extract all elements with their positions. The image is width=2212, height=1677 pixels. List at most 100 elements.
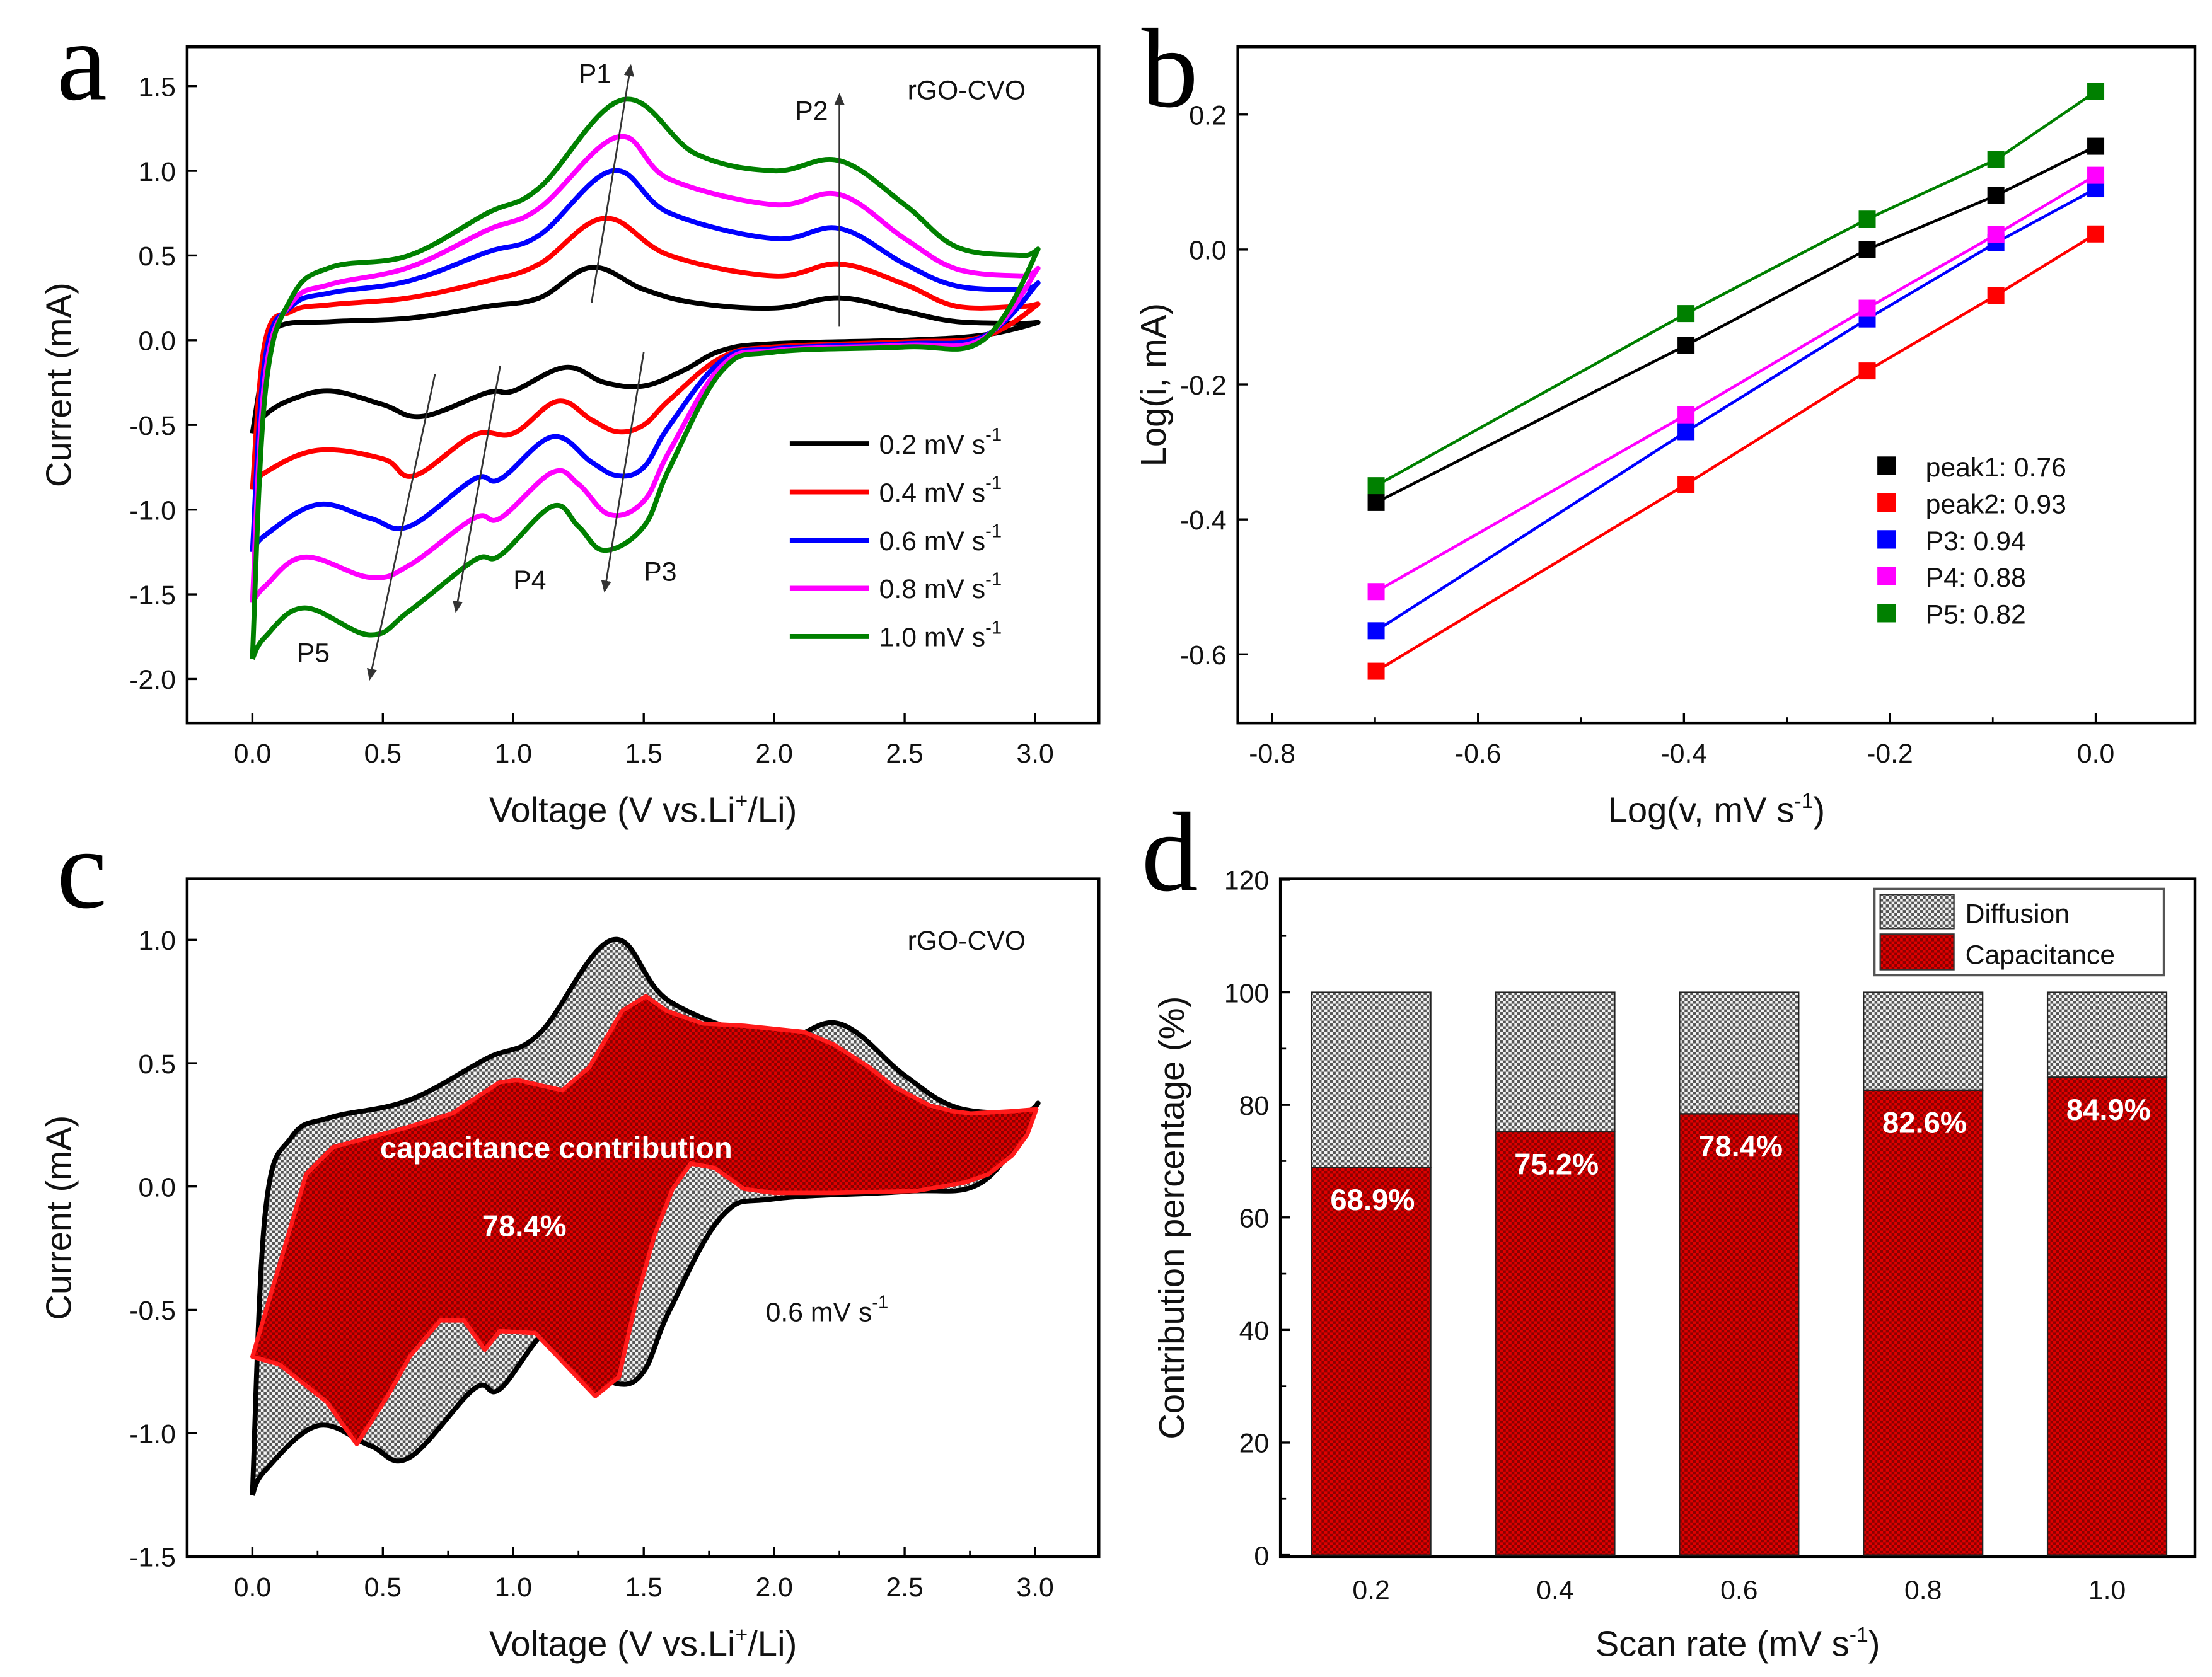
legend-superscript: -1: [985, 425, 1002, 446]
data-point: [1367, 622, 1385, 640]
bar-diffusion: [1863, 991, 1984, 1092]
legend-label-capacitance: Capacitance: [1966, 940, 2115, 971]
x-axis-title-superscript: -1: [1794, 789, 1813, 813]
y-tick-label: 120: [1224, 866, 1269, 896]
legend-entry: 0.6 mV s-1: [879, 522, 1002, 556]
data-point: [1677, 423, 1695, 441]
y-tick-label: 80: [1239, 1091, 1270, 1121]
x-tick-label: 0.5: [364, 1572, 402, 1603]
y-axis-title-text: Current (mA): [38, 282, 78, 487]
x-tick-label: 2.0: [755, 739, 792, 769]
sample-annotation: rGO-CVO: [908, 75, 1026, 105]
y-tick-label: 0.0: [1189, 236, 1226, 266]
data-point: [2087, 166, 2105, 184]
scan-rate-text: 0.6 mV s: [766, 1297, 872, 1327]
data-point: [1367, 477, 1385, 495]
data-point: [1367, 493, 1385, 511]
x-tick-label: 2.0: [755, 1572, 792, 1603]
y-tick-label: 1.5: [139, 72, 176, 102]
peak-label: P3: [644, 557, 676, 587]
legend-swatch-capacitance: [1879, 933, 1955, 971]
cv-curve-1: [250, 216, 1041, 491]
bar-capacitance: [1495, 1131, 1616, 1556]
x-tick-label: 1.0: [495, 1572, 532, 1603]
peak-label: P2: [795, 96, 828, 126]
y-tick-label: 20: [1239, 1429, 1270, 1459]
y-tick-label: 0.0: [139, 1172, 176, 1202]
x-axis-title: Voltage (V vs.Li+/Li): [489, 789, 797, 829]
x-tick-label: 1.5: [625, 739, 663, 769]
peak-label: P4: [513, 565, 546, 596]
legend-entry: 0.4 mV s-1: [879, 473, 1002, 508]
x-axis-title-superscript: +: [735, 1623, 748, 1647]
x-tick-label: -0.8: [1249, 739, 1295, 769]
data-point: [1858, 299, 1876, 317]
plot-frame: [1236, 45, 2197, 725]
x-tick-label: 1.5: [625, 1572, 663, 1603]
y-tick-label: 0.5: [139, 241, 176, 272]
data-point: [1858, 241, 1876, 258]
y-axis-title-text: Log(i, mA): [1133, 303, 1173, 466]
data-point: [1858, 210, 1876, 228]
x-axis-title-tail: ): [1813, 790, 1825, 830]
panel-a-cv-curves: 1.5 1.0 0.5 0.0 -0.5 -1.0 -1.5 -2.0 0.0 0.5 1.0 1.5…: [38, 0, 1101, 830]
y-axis-title-text: Contribution percentage (%): [1152, 996, 1191, 1439]
bar-data-label: 82.6%: [1882, 1106, 1967, 1139]
legend-label: 0.6 mV s: [879, 526, 986, 556]
bar-capacitance: [2046, 1076, 2168, 1556]
y-tick-label: -1.0: [129, 1419, 176, 1449]
x-tick-label: 2.5: [886, 739, 923, 769]
bar-diffusion: [1679, 991, 1800, 1115]
panel-c-capacitive-contribution: 1.0 0.5 0.0 -0.5 -1.0 -1.5 0.0 0.5 1.0 1.5 2.0 2.5 3…: [38, 807, 1101, 1663]
y-tick-label: 0.5: [139, 1049, 176, 1080]
legend-label: P5: 0.82: [1926, 600, 2026, 630]
bar-data-label: 75.2%: [1514, 1148, 1599, 1181]
x-tick-label: 0.0: [234, 1572, 271, 1603]
legend-label: P4: 0.88: [1926, 563, 2026, 593]
panel-label: d: [1142, 790, 1198, 915]
x-tick-label: -0.4: [1661, 739, 1708, 769]
peak-arrow: [453, 365, 501, 613]
legend-label: 0.4 mV s: [879, 478, 986, 508]
x-tick-label: 3.0: [1016, 1572, 1053, 1603]
x-tick-label: -0.2: [1867, 739, 1913, 769]
panel-b-log-fit: 0.2 0.0 -0.2 -0.4 -0.6 -0.8 -0.6 -0.4 -0.2 0.0 b Lo…: [1133, 6, 2197, 830]
sample-annotation: rGO-CVO: [908, 926, 1026, 956]
x-tick-label: 0.0: [2077, 739, 2114, 769]
peak-arrow: [601, 352, 645, 593]
legend-entry: 1.0 mV s-1: [879, 618, 1002, 652]
y-tick-label: 1.0: [139, 157, 176, 187]
legend-swatch: [1877, 567, 1896, 585]
legend-label-diffusion: Diffusion: [1966, 899, 2070, 929]
data-point: [1367, 662, 1385, 680]
legend-superscript: -1: [985, 570, 1002, 590]
peak-label: P1: [579, 59, 611, 89]
bar-diffusion: [1495, 991, 1616, 1133]
y-tick-label: 0.2: [1189, 100, 1226, 130]
y-tick-label: -0.2: [1180, 371, 1227, 401]
y-tick-label: 1.0: [139, 926, 176, 956]
legend-superscript: -1: [985, 522, 1002, 542]
peak-label: P5: [297, 638, 330, 669]
y-tick-label: -1.5: [129, 580, 176, 611]
data-point: [1677, 406, 1695, 424]
y-axis-title: Current (mA): [38, 1115, 78, 1320]
x-tick-label: -0.6: [1455, 739, 1502, 769]
legend-superscript: -1: [985, 473, 1002, 493]
legend-entry: 0.2 mV s-1: [879, 425, 1002, 460]
cv-curve-0: [250, 265, 1041, 435]
data-point: [1987, 187, 2005, 204]
bar-data-label: 84.9%: [2066, 1093, 2151, 1127]
legend-label: P3: 0.94: [1926, 526, 2026, 556]
capacitive-region: [250, 994, 1039, 1446]
cv-curve-2: [250, 168, 1041, 554]
data-point: [1367, 583, 1385, 601]
legend-swatch-diffusion: [1879, 894, 1955, 930]
x-axis-title-tail: /Li): [748, 790, 797, 830]
legend-superscript: -1: [985, 618, 1002, 638]
data-point: [1987, 151, 2005, 168]
x-tick-label: 1.0: [2088, 1575, 2126, 1605]
y-tick-label: -1.0: [129, 495, 176, 526]
y-axis-title: Log(i, mA): [1133, 303, 1173, 466]
